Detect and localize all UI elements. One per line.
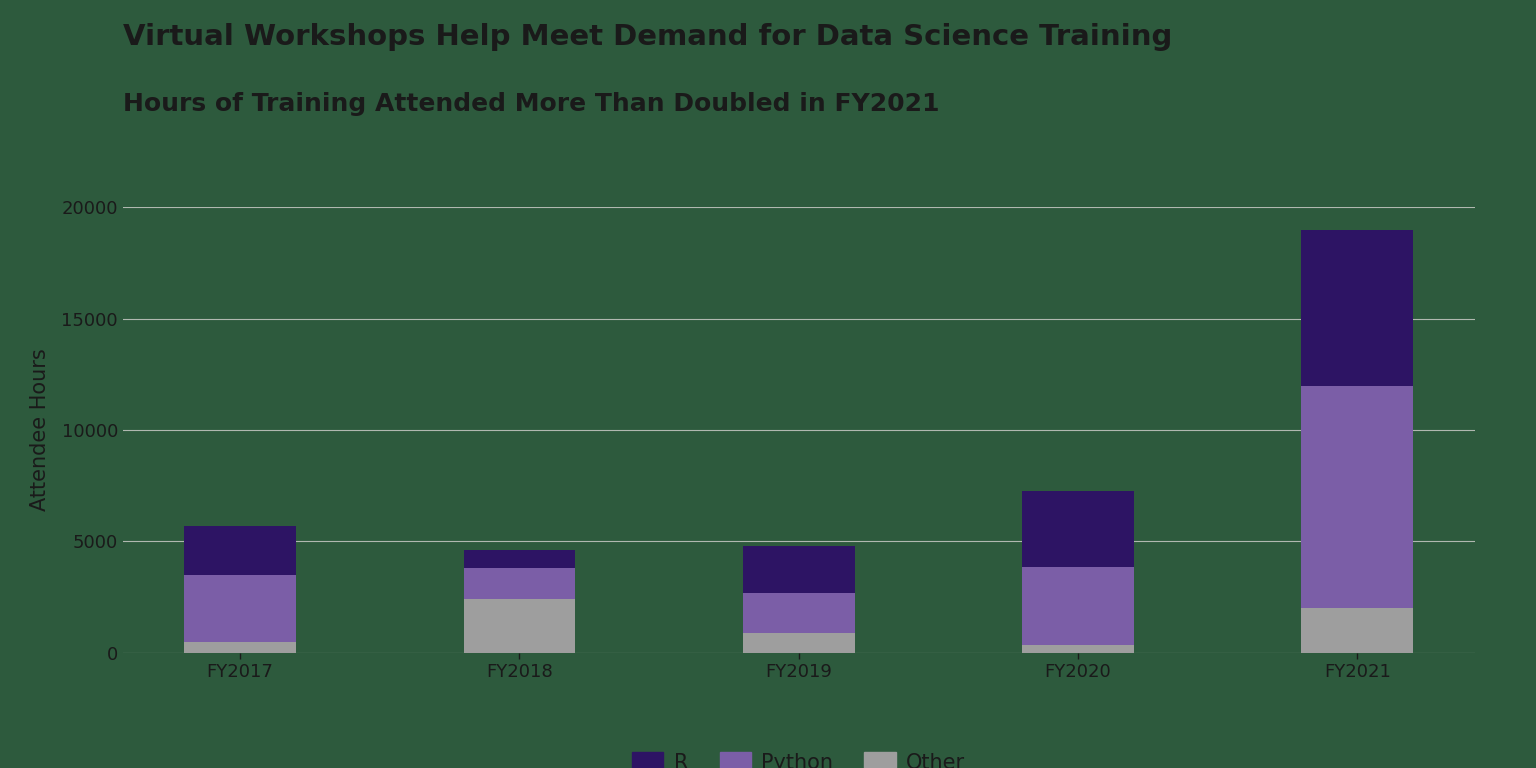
Bar <box>1301 608 1413 653</box>
Bar <box>743 633 854 653</box>
Bar <box>1021 492 1134 567</box>
Y-axis label: Attendee Hours: Attendee Hours <box>31 349 51 511</box>
Bar <box>1301 386 1413 608</box>
Bar <box>743 546 854 593</box>
Bar <box>1021 567 1134 645</box>
Bar <box>464 551 576 568</box>
Bar <box>184 526 296 574</box>
Bar <box>464 599 576 653</box>
Bar <box>1021 645 1134 653</box>
Bar <box>743 593 854 633</box>
Bar <box>184 574 296 642</box>
Text: Virtual Workshops Help Meet Demand for Data Science Training: Virtual Workshops Help Meet Demand for D… <box>123 23 1172 51</box>
Bar <box>184 642 296 653</box>
Text: Hours of Training Attended More Than Doubled in FY2021: Hours of Training Attended More Than Dou… <box>123 92 940 116</box>
Bar <box>1301 230 1413 386</box>
Bar <box>464 568 576 599</box>
Legend: R, Python, Other: R, Python, Other <box>624 743 974 768</box>
